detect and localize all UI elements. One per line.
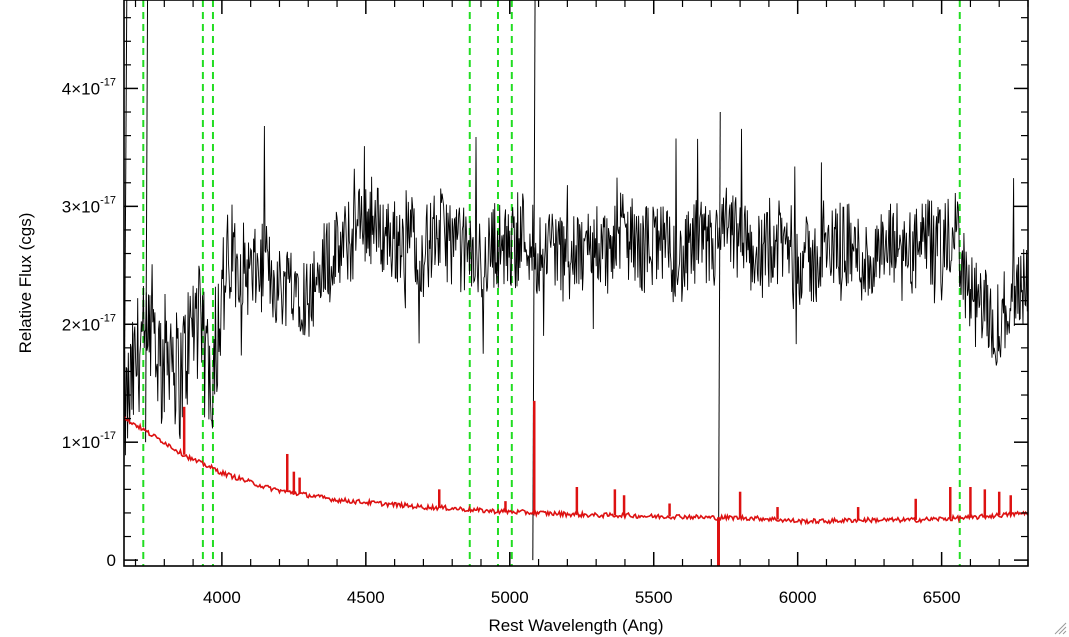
- y-tick-label: 1×10-17: [62, 430, 116, 452]
- y-axis-title: Relative Flux (cgs): [16, 213, 35, 354]
- series-observed-spectrum: [123, 125, 1029, 456]
- resize-grip-icon[interactable]: [1053, 621, 1067, 635]
- spectrum-spike: [718, 112, 721, 561]
- series-layer: [123, 0, 1029, 566]
- reference-lines-layer: [142, 0, 961, 566]
- y-tick-label: 0: [107, 551, 116, 570]
- x-tick-label: 6500: [923, 588, 961, 607]
- spectrum-spike: [145, 0, 149, 443]
- y-tick-label: 3×10-17: [62, 194, 116, 216]
- plot-frame: [123, 0, 1029, 567]
- x-tick-label: 4000: [203, 588, 241, 607]
- y-tick-label: 4×10-17: [62, 76, 116, 98]
- x-axis-title: Rest Wavelength (Ang): [488, 616, 663, 635]
- ticks-layer: 4000 4500 5000 5500 6000 6500 0 1×10-17 2×10-17 3…: [62, 0, 1029, 607]
- y-tick-label: 2×10-17: [62, 312, 116, 334]
- x-tick-label: 6000: [779, 588, 817, 607]
- x-tick-label: 5500: [635, 588, 673, 607]
- x-tick-label: 5000: [491, 588, 529, 607]
- x-tick-label: 4500: [347, 588, 385, 607]
